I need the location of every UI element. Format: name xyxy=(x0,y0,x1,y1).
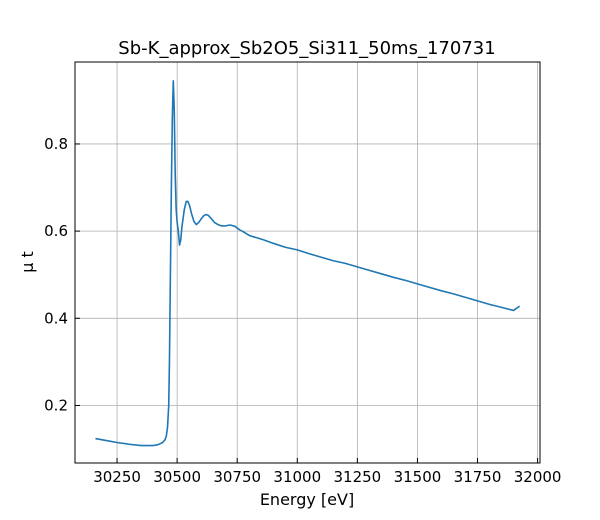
x-tick-label: 30500 xyxy=(153,468,201,486)
x-tick-label: 30250 xyxy=(93,468,141,486)
axes: 30250 30500 30750 31000 31250 31500 31750 32000… xyxy=(44,61,562,486)
series-layer xyxy=(95,79,521,447)
x-tick-label: 30750 xyxy=(213,468,261,486)
chart-title: Sb-K_approx_Sb2O5_Si311_50ms_170731 xyxy=(118,38,495,59)
x-tick-label: 31250 xyxy=(334,468,382,486)
x-tick-label: 31000 xyxy=(273,468,321,486)
series-line xyxy=(95,79,521,447)
plot-frame xyxy=(74,61,541,464)
y-tick-label: 0.6 xyxy=(44,222,68,240)
y-axis-label: μ t xyxy=(18,251,37,273)
y-tick-label: 0.4 xyxy=(44,309,68,327)
y-tick-label: 0.2 xyxy=(44,396,68,414)
x-tick-label: 32000 xyxy=(514,468,562,486)
x-axis-label: Energy [eV] xyxy=(260,490,354,509)
x-tick-label: 31750 xyxy=(454,468,502,486)
grid xyxy=(75,62,540,463)
x-tick-label: 31500 xyxy=(394,468,442,486)
y-tick-label: 0.8 xyxy=(44,135,68,153)
